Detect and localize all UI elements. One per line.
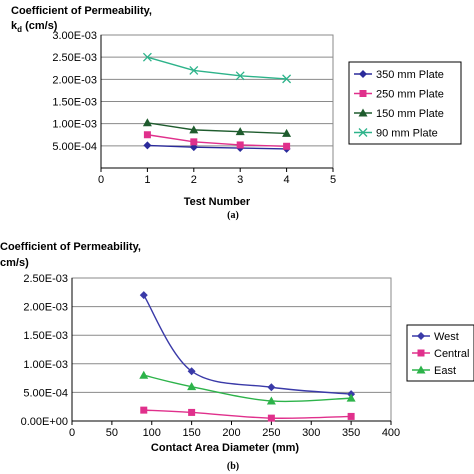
chart-a-x-tick-label: 0	[98, 174, 104, 186]
chart-a-legend-entry: 350 mm Plate	[376, 69, 444, 81]
chart-a-y-tick-label: 2.50E-03	[52, 52, 97, 64]
chart-a-ylabel-line2: kd (cm/s)	[11, 20, 58, 34]
chart-b-legend-marker	[417, 349, 425, 357]
chart-a-legend-entry: 150 mm Plate	[376, 108, 444, 120]
chart-a-series-line-2	[147, 134, 287, 147]
chart-b-data-point	[139, 291, 148, 300]
chart-a-legend-marker	[359, 70, 367, 78]
chart-a-data-point	[282, 74, 292, 84]
chart-b-series-line-1	[143, 294, 352, 395]
chart-b-data-point	[188, 408, 196, 416]
chart-b-y-tick-label: 5.00E-04	[23, 387, 68, 399]
chart-b-legend-entry: East	[434, 365, 456, 377]
chart-a-series-line-4	[147, 56, 287, 80]
chart-b-x-tick-label: 100	[143, 427, 161, 439]
chart-a-y-tick-label: 3.00E-03	[52, 30, 97, 42]
chart-a-legend-entry: 90 mm Plate	[376, 128, 438, 140]
chart-b-data-point	[267, 383, 276, 392]
chart-a-ylabel-units: (cm/s)	[22, 20, 58, 32]
chart-b-y-tick-label: 2.00E-03	[23, 302, 68, 314]
chart-a-data-point	[142, 118, 152, 127]
chart-b-data-point	[267, 414, 275, 422]
chart-b-x-tick-label: 50	[106, 427, 118, 439]
chart-a-x-tick-label: 1	[144, 174, 150, 186]
chart-b-x-tick-label: 400	[382, 427, 400, 439]
chart-a-x-tick-label: 4	[284, 174, 290, 186]
chart-a-data-point	[190, 138, 198, 146]
chart-a-y-tick-label: 5.00E-04	[52, 141, 97, 153]
chart-a-data-point	[235, 127, 245, 136]
chart-a-x-tick-label: 2	[191, 174, 197, 186]
chart-a-legend-entry: 250 mm Plate	[376, 89, 444, 101]
chart-b-legend-marker	[416, 365, 426, 374]
chart-b-data-point	[187, 367, 196, 376]
chart-b-ylabel-line1: Coefficient of Permeability,	[0, 241, 141, 253]
chart-a-data-point	[283, 142, 291, 150]
chart-b-data-point	[346, 393, 356, 402]
chart-a-series-line-3	[147, 122, 287, 135]
chart-b-x-tick-label: 150	[182, 427, 200, 439]
chart-a-legend-marker	[358, 108, 368, 117]
chart-b-y-tick-label: 1.00E-03	[23, 359, 68, 371]
chart-a-legend-marker	[358, 128, 368, 137]
chart-b-series-line-3	[143, 374, 352, 403]
chart-b-xlabel: Contact Area Diameter (mm)	[151, 442, 299, 454]
chart-a-caption: (a)	[227, 210, 239, 221]
chart-b-caption: (b)	[227, 461, 239, 472]
chart-b-legend-marker	[417, 332, 425, 340]
chart-b-data-point	[139, 370, 149, 379]
chart-b-x-tick-label: 250	[262, 427, 280, 439]
chart-a-data-point	[189, 125, 199, 134]
chart-b-plot-area	[71, 277, 392, 422]
chart-b-y-tick-label: 0.00E+00	[21, 416, 68, 428]
chart-a-data-point	[235, 71, 245, 81]
chart-b: 2.50E-03 2.00E-03 1.50E-03 1.00E-03 5.00E-04…	[21, 273, 474, 439]
chart-a-legend: 350 mm Plate 250 mm Plate 150 mm Plate 90 m…	[348, 61, 462, 145]
chart-a-xlabel: Test Number	[184, 196, 251, 208]
chart-a-data-point	[143, 141, 152, 150]
chart-a-ylabel-line1: Coefficient of Permeability,	[11, 5, 152, 17]
chart-a-legend-box	[348, 61, 462, 145]
chart-a-series-line-1	[147, 144, 287, 150]
chart-b-data-point	[266, 396, 276, 405]
chart-a-ylabel-sub: d	[17, 25, 22, 34]
chart-a-data-point	[189, 66, 199, 75]
chart-a-data-point	[282, 128, 292, 137]
chart-b-y-tick-label: 1.50E-03	[23, 330, 68, 342]
chart-a-data-point	[143, 131, 151, 139]
chart-b-x-tick-label: 200	[222, 427, 240, 439]
chart-b-ylabel-units: cm/s)	[0, 257, 29, 269]
chart-b-legend-entry: Central	[434, 348, 469, 360]
chart-a-legend-marker	[359, 90, 367, 97]
chart-b-series-line-2	[143, 409, 352, 419]
chart-b-legend-entry: West	[434, 331, 459, 343]
chart-b-data-point	[140, 406, 148, 414]
chart-b-legend: West Central East	[406, 324, 474, 382]
chart-b-x-tick-label: 350	[342, 427, 360, 439]
chart-a-y-tick-label: 2.00E-03	[52, 74, 97, 86]
chart-a-y-tick-label: 1.00E-03	[52, 119, 97, 131]
chart-b-x-tick-label: 300	[302, 427, 320, 439]
chart-b-data-point	[347, 412, 355, 420]
chart-b-y-tick-label: 2.50E-03	[23, 273, 68, 285]
chart-a-y-tick-label: 1.50E-03	[52, 97, 97, 109]
chart-a-ylabel-k: k	[11, 20, 18, 32]
chart-a: 3.00E-03 2.50E-03 2.00E-03 1.50E-03 1.00E-03…	[52, 30, 462, 186]
chart-a-x-tick-label: 3	[237, 174, 243, 186]
chart-b-data-point	[187, 382, 197, 391]
chart-a-x-tick-label: 5	[330, 174, 336, 186]
chart-b-x-tick-label: 0	[69, 427, 75, 439]
chart-a-data-point	[142, 52, 152, 62]
chart-a-data-point	[236, 141, 244, 149]
